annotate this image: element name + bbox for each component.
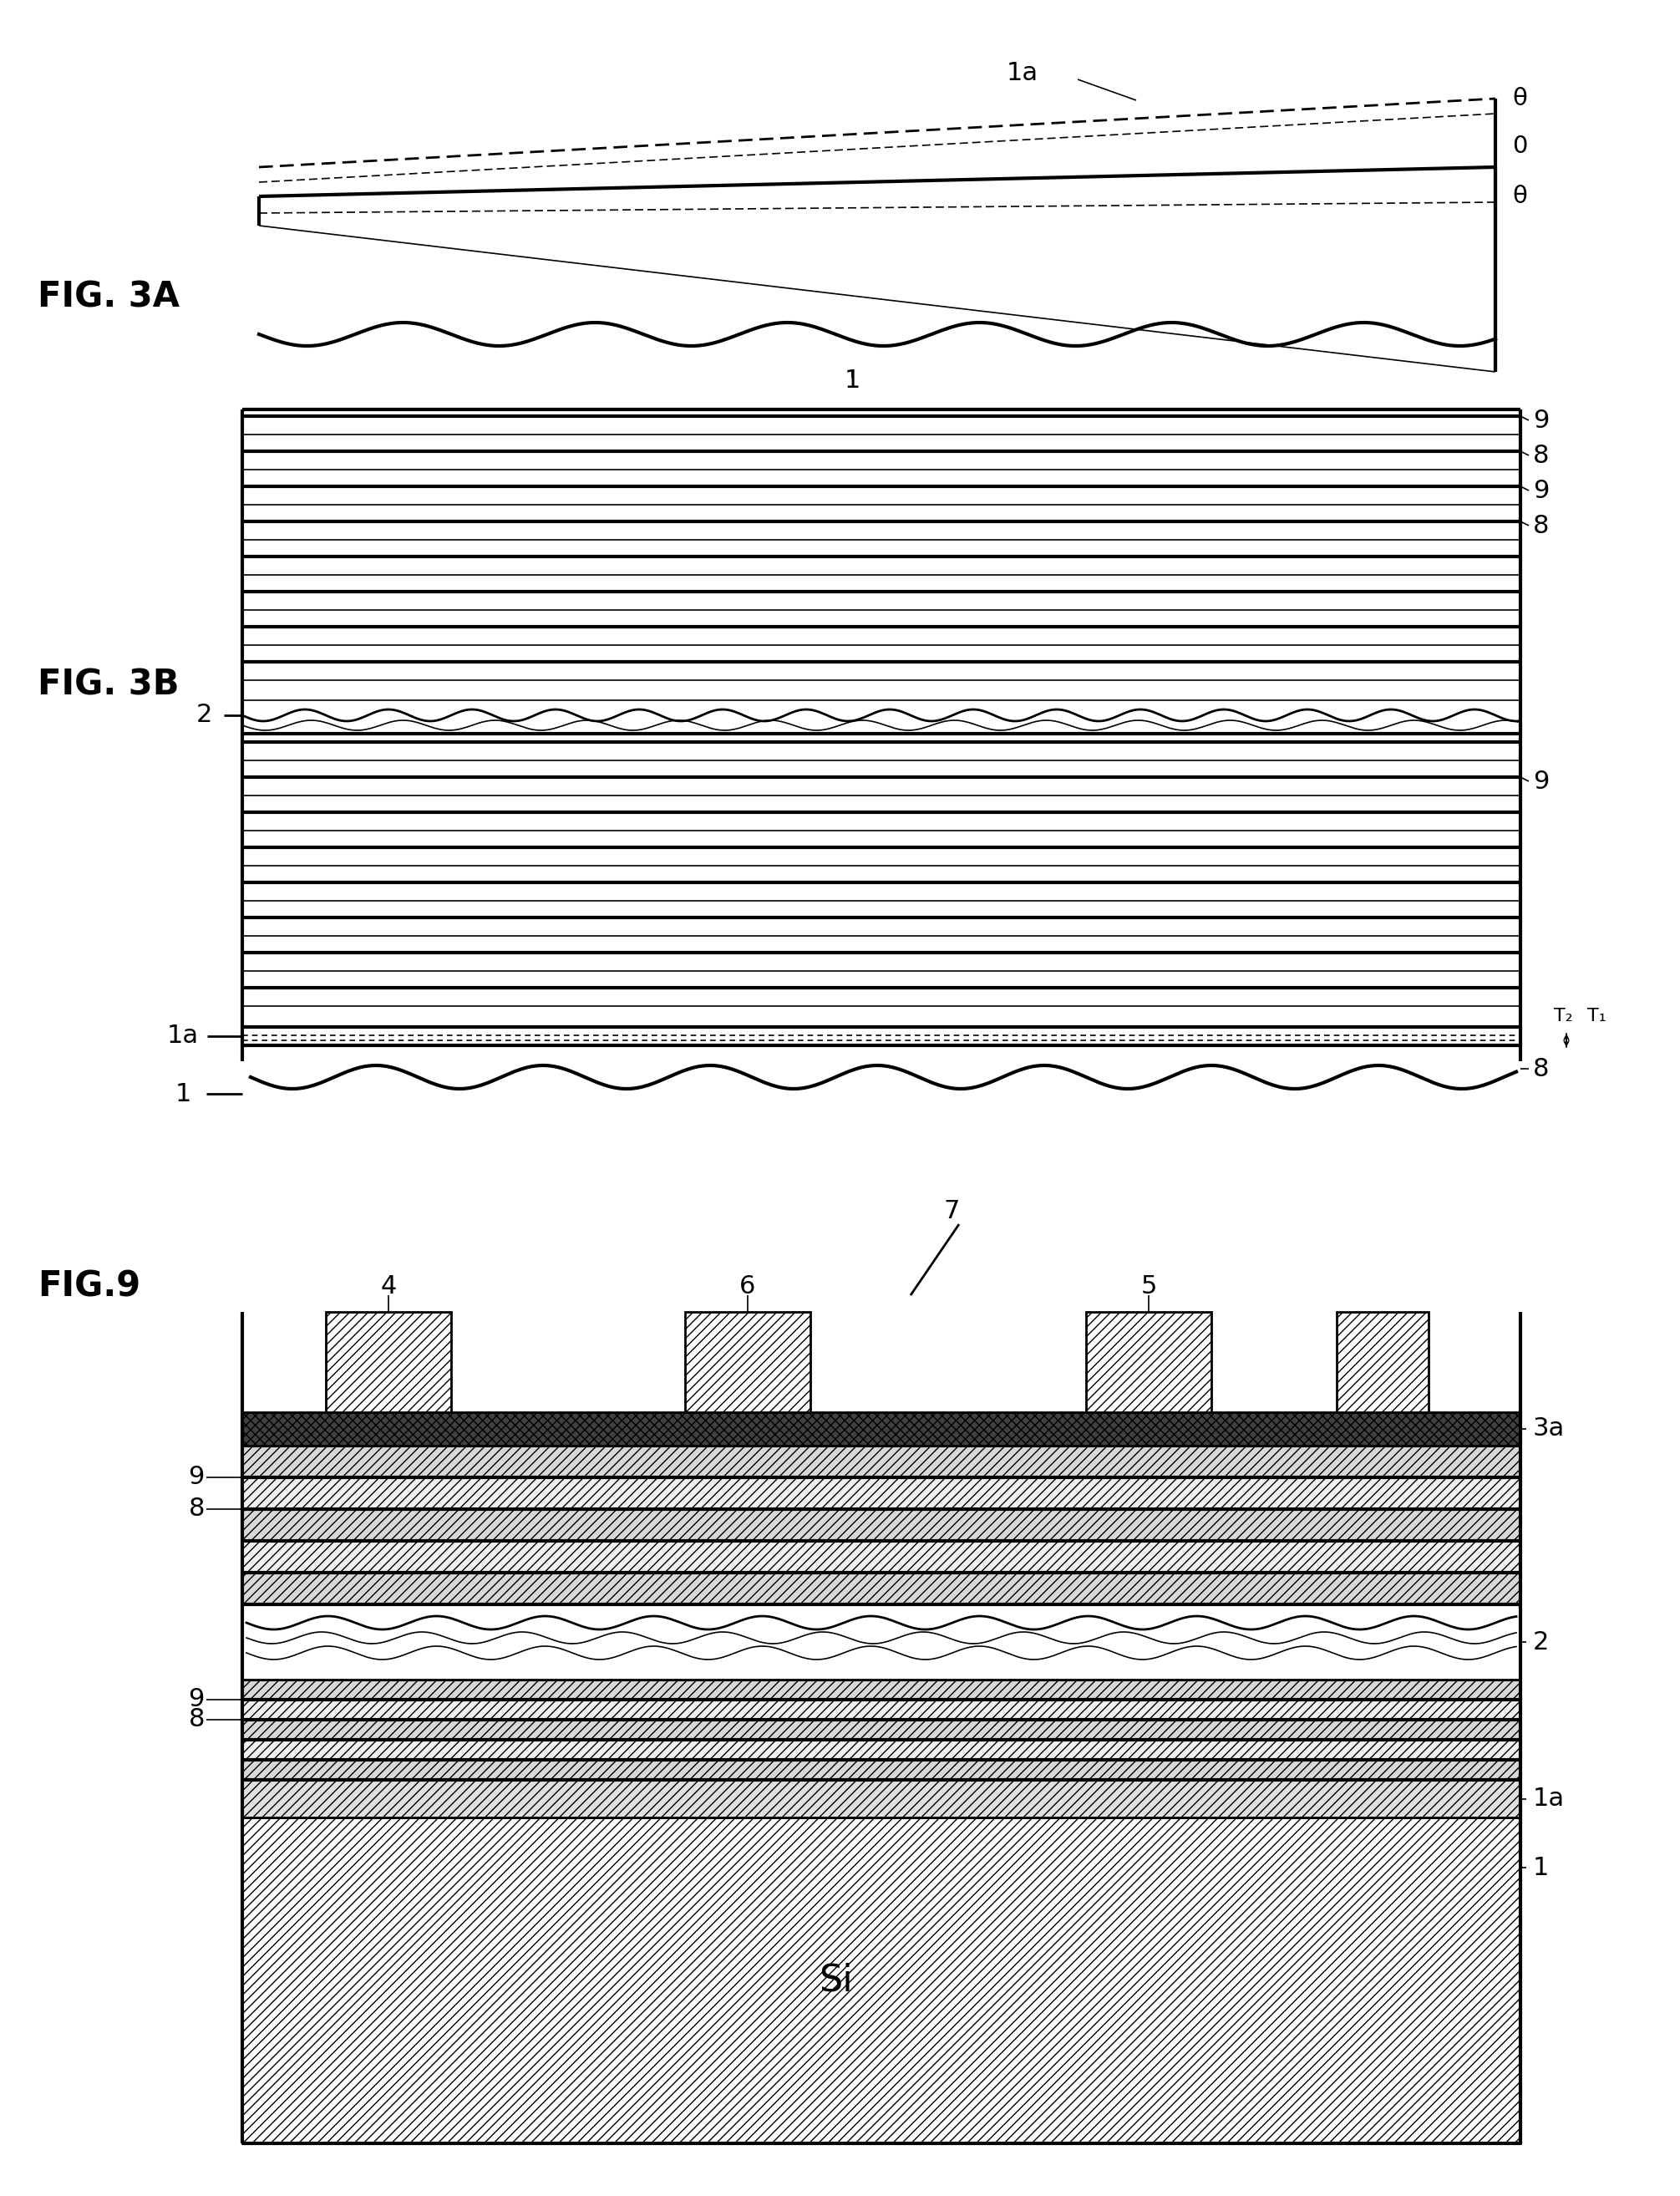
- Text: 8: 8: [1532, 1056, 1549, 1080]
- Bar: [242, 1818, 1520, 2143]
- Bar: [242, 1478, 1520, 1509]
- Text: 5: 5: [1141, 1274, 1158, 1300]
- Text: θ: θ: [1512, 184, 1527, 209]
- Bar: [242, 1700, 1520, 1719]
- Text: 8: 8: [1532, 444, 1549, 468]
- Text: FIG. 3B: FIG. 3B: [37, 668, 180, 703]
- Text: 2: 2: [1532, 1629, 1549, 1654]
- Text: 1a: 1a: [1006, 61, 1038, 86]
- Text: 3a: 3a: [1532, 1416, 1566, 1441]
- Bar: [242, 1572, 1520, 1605]
- Bar: [242, 1719, 1520, 1739]
- Text: 7: 7: [944, 1199, 961, 1223]
- Text: T₂: T₂: [1554, 1008, 1572, 1026]
- Bar: [242, 1739, 1520, 1759]
- Text: Si: Si: [818, 1963, 852, 1998]
- Bar: [242, 1412, 1520, 1445]
- Text: θ: θ: [1512, 88, 1527, 110]
- Bar: [1085, 1311, 1211, 1412]
- Bar: [326, 1311, 452, 1412]
- Text: 9: 9: [188, 1465, 205, 1489]
- Text: 2: 2: [197, 703, 212, 727]
- Text: 9: 9: [1532, 769, 1549, 793]
- Text: FIG. 3A: FIG. 3A: [37, 279, 180, 314]
- Text: T₁: T₁: [1588, 1008, 1606, 1026]
- Text: 8: 8: [188, 1708, 205, 1733]
- Text: FIG.9: FIG.9: [37, 1269, 141, 1304]
- Text: 9: 9: [1532, 408, 1549, 433]
- Text: 1: 1: [175, 1083, 192, 1107]
- Text: 8: 8: [1532, 514, 1549, 538]
- Bar: [242, 1781, 1520, 1818]
- Bar: [242, 1509, 1520, 1542]
- Bar: [242, 1680, 1520, 1700]
- Text: 1a: 1a: [166, 1023, 198, 1047]
- Text: 1: 1: [843, 369, 860, 393]
- Text: 9: 9: [1532, 479, 1549, 503]
- Text: 8: 8: [188, 1498, 205, 1522]
- Text: 4: 4: [380, 1274, 396, 1300]
- Text: 6: 6: [739, 1274, 756, 1300]
- Bar: [242, 1605, 1520, 1680]
- Bar: [242, 1759, 1520, 1781]
- Bar: [1337, 1311, 1428, 1412]
- Bar: [242, 1445, 1520, 1478]
- Bar: [242, 1542, 1520, 1572]
- Text: 0: 0: [1512, 134, 1527, 158]
- Text: 9: 9: [188, 1687, 205, 1711]
- Bar: [685, 1311, 810, 1412]
- Text: 1a: 1a: [1532, 1788, 1564, 1812]
- Text: 1: 1: [1532, 1856, 1549, 1880]
